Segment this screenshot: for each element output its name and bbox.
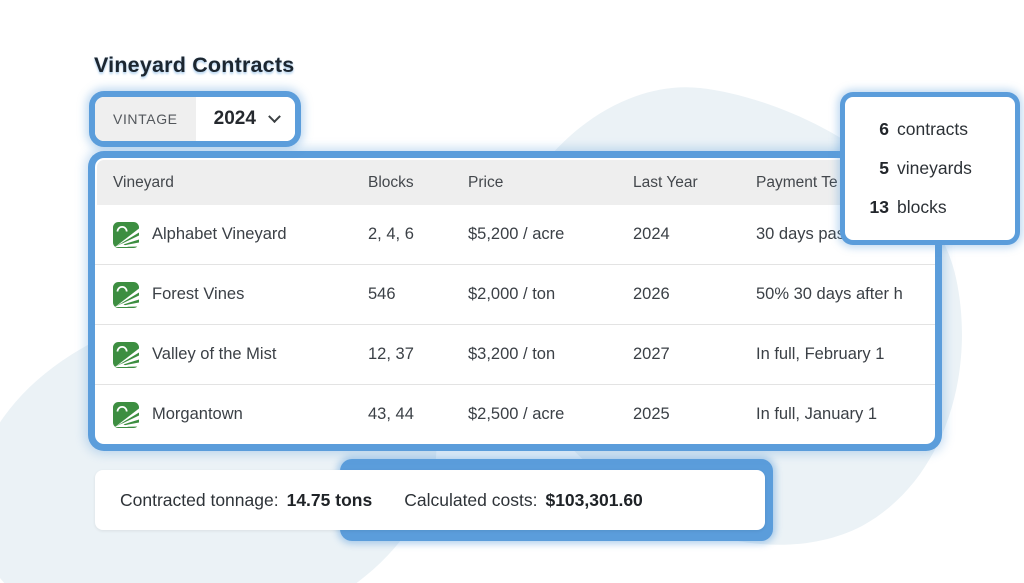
costs-label: Calculated costs:: [404, 489, 538, 510]
column-header-payment-terms: Payment Te: [756, 173, 838, 191]
vintage-selected-year: 2024: [213, 108, 256, 129]
last-year-cell: 2026: [633, 285, 670, 303]
blocks-cell: 2, 4, 6: [368, 225, 414, 243]
vineyard-name: Valley of the Mist: [152, 345, 277, 363]
stat-blocks: 13 blocks: [851, 197, 1015, 218]
column-header-vineyard: Vineyard: [113, 173, 174, 191]
vintage-dropdown-value: 2024: [195, 97, 295, 141]
stat-vineyards: 5 vineyards: [851, 158, 1015, 179]
blocks-cell: 43, 44: [368, 405, 414, 423]
tonnage-label: Contracted tonnage:: [120, 489, 279, 510]
column-header-blocks: Blocks: [368, 173, 414, 191]
payment-terms-cell: 50% 30 days after h: [756, 285, 903, 303]
vintage-dropdown-label: VINTAGE: [95, 97, 196, 141]
table-row[interactable]: Valley of the Mist 12, 37 $3,200 / ton 2…: [95, 324, 935, 384]
vineyard-cell: Forest Vines: [113, 281, 368, 308]
column-header-last-year: Last Year: [633, 173, 698, 191]
vineyard-field-icon: [113, 221, 139, 248]
price-cell: $5,200 / acre: [468, 225, 565, 243]
stat-blocks-label: blocks: [897, 197, 947, 217]
vineyard-name: Forest Vines: [152, 285, 245, 303]
table-row[interactable]: Morgantown 43, 44 $2,500 / acre 2025 In …: [95, 384, 935, 444]
page-title: Vineyard Contracts: [94, 53, 295, 77]
costs-value: $103,301.60: [545, 489, 643, 510]
vineyard-name: Morgantown: [152, 405, 243, 423]
vineyard-field-icon: [113, 401, 139, 428]
vineyard-cell: Valley of the Mist: [113, 341, 368, 368]
summary-card: 6 contracts 5 vineyards 13 blocks: [845, 97, 1015, 240]
payment-terms-cell: In full, February 1: [756, 345, 885, 363]
contracts-table: Vineyard Blocks Price Last Year Payment …: [95, 158, 935, 444]
vineyard-cell: Morgantown: [113, 401, 368, 428]
stat-contracts: 6 contracts: [851, 119, 1015, 140]
payment-terms-cell: In full, January 1: [756, 405, 878, 423]
table-body: Alphabet Vineyard 2, 4, 6 $5,200 / acre …: [95, 205, 935, 444]
blocks-cell: 12, 37: [368, 345, 414, 363]
price-cell: $2,000 / ton: [468, 285, 556, 303]
vineyard-field-icon: [113, 281, 139, 308]
vineyard-cell: Alphabet Vineyard: [113, 221, 368, 248]
price-cell: $3,200 / ton: [468, 345, 556, 363]
last-year-cell: 2024: [633, 225, 670, 243]
table-row[interactable]: Alphabet Vineyard 2, 4, 6 $5,200 / acre …: [95, 205, 935, 264]
stat-contracts-label: contracts: [897, 119, 968, 139]
stat-blocks-value: 13: [869, 197, 889, 217]
price-cell: $2,500 / acre: [468, 405, 565, 423]
stat-vineyards-value: 5: [879, 158, 889, 178]
vineyard-field-icon: [113, 341, 139, 368]
table-row[interactable]: Forest Vines 546 $2,000 / ton 2026 50% 3…: [95, 264, 935, 324]
vintage-dropdown[interactable]: VINTAGE 2024: [95, 97, 295, 141]
last-year-cell: 2027: [633, 345, 670, 363]
column-header-price: Price: [468, 173, 504, 191]
stat-vineyards-label: vineyards: [897, 158, 972, 178]
vineyard-name: Alphabet Vineyard: [152, 225, 287, 243]
totals-bar: Contracted tonnage: 14.75 tons Calculate…: [95, 470, 765, 530]
blocks-cell: 546: [368, 285, 396, 303]
last-year-cell: 2025: [633, 405, 670, 423]
tonnage-value: 14.75 tons: [286, 489, 373, 510]
chevron-down-icon: [268, 109, 281, 123]
stat-contracts-value: 6: [879, 119, 889, 139]
table-header-row: Vineyard Blocks Price Last Year Payment …: [97, 160, 933, 205]
